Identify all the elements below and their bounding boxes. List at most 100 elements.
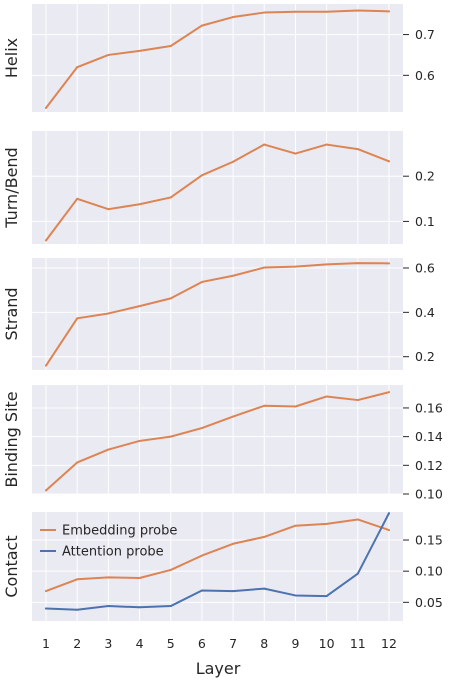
data-point [169, 297, 172, 300]
y-tick-label: 0.4 [415, 305, 435, 320]
y-tick-label: 0.05 [415, 595, 443, 610]
x-tick-label: 10 [319, 636, 335, 651]
data-point [138, 577, 141, 580]
data-point [45, 364, 48, 367]
plot-area [32, 4, 403, 112]
series-line [45, 262, 390, 367]
data-point [325, 395, 328, 398]
data-point [325, 522, 328, 525]
plot-area [32, 512, 403, 621]
chart-panel: 0.6 0.7 Helix [2, 4, 435, 112]
y-tick-label: 0.14 [415, 429, 443, 444]
data-point [294, 10, 297, 13]
data-point [200, 280, 203, 283]
data-point [45, 106, 48, 109]
chart-panel: 0.10 0.12 0.14 0.16 Binding Site [2, 385, 443, 502]
series-line [45, 512, 390, 611]
data-point [232, 590, 235, 593]
chart-panel: 0.2 0.4 0.6 Strand [2, 258, 435, 370]
y-axis-label: Strand [2, 287, 21, 340]
x-tick-label: 6 [198, 636, 206, 651]
data-point [232, 16, 235, 19]
data-point [169, 44, 172, 47]
data-point [232, 160, 235, 163]
x-tick-label: 2 [73, 636, 81, 651]
data-point [232, 274, 235, 277]
series-line [45, 518, 390, 593]
data-point [294, 524, 297, 527]
data-point [325, 143, 328, 146]
data-point [387, 262, 390, 265]
plot-area [32, 258, 403, 370]
data-point [107, 576, 110, 579]
data-point [169, 196, 172, 199]
data-point [45, 489, 48, 492]
y-axis-label: Binding Site [2, 391, 21, 487]
data-point [294, 405, 297, 408]
data-point [263, 11, 266, 14]
data-point [387, 160, 390, 163]
y-tick-label: 0.1 [415, 214, 435, 229]
data-point [356, 148, 359, 151]
data-point [356, 399, 359, 402]
data-point [200, 554, 203, 557]
data-point [138, 606, 141, 609]
chart-panels: 0.6 0.7 Helix 0.1 0.2 Turn/Bend 0.2 0.4 0.6 Stran… [2, 4, 443, 651]
x-tick-label: 8 [260, 636, 268, 651]
data-point [294, 152, 297, 155]
data-point [356, 262, 359, 265]
y-tick-label: 0.2 [415, 349, 435, 364]
x-tick-label: 3 [104, 636, 112, 651]
data-point [107, 208, 110, 211]
data-point [325, 595, 328, 598]
y-tick-label: 0.16 [415, 400, 443, 415]
data-point [45, 239, 48, 242]
data-point [138, 203, 141, 206]
data-point [76, 461, 79, 464]
y-axis-label: Contact [2, 535, 21, 597]
data-point [107, 53, 110, 56]
legend: Embedding probe Attention probe [40, 524, 177, 560]
data-point [169, 605, 172, 608]
data-point [294, 594, 297, 597]
data-point [45, 590, 48, 593]
legend-label: Attention probe [62, 545, 164, 560]
data-point [263, 587, 266, 590]
data-point [387, 529, 390, 532]
x-tick-label: 11 [350, 636, 366, 651]
data-point [294, 265, 297, 268]
data-point [325, 263, 328, 266]
data-point [107, 312, 110, 315]
data-point [356, 518, 359, 521]
series-line [45, 9, 390, 109]
y-tick-label: 0.15 [415, 533, 443, 548]
data-point [387, 10, 390, 13]
data-point [200, 24, 203, 27]
y-tick-label: 0.6 [415, 68, 435, 83]
data-point [107, 448, 110, 451]
x-tick-label: 12 [381, 636, 397, 651]
data-point [169, 568, 172, 571]
y-tick-label: 0.6 [415, 260, 435, 275]
data-point [138, 305, 141, 308]
data-point [387, 512, 390, 515]
data-point [263, 535, 266, 538]
y-tick-label: 0.2 [415, 169, 435, 184]
x-tick-label: 1 [42, 636, 50, 651]
x-tick-label: 5 [167, 636, 175, 651]
chart-panel: 0.05 0.10 0.15 Contact Embedding probe Attent… [2, 512, 443, 651]
data-point [200, 589, 203, 592]
data-point [356, 572, 359, 575]
data-point [263, 404, 266, 407]
data-point [76, 66, 79, 69]
x-tick-label: 4 [136, 636, 144, 651]
x-tick-label: 7 [229, 636, 237, 651]
data-point [76, 608, 79, 611]
data-point [138, 49, 141, 52]
data-point [45, 607, 48, 610]
x-axis-label: Layer [196, 659, 241, 678]
data-point [138, 439, 141, 442]
y-tick-label: 0.10 [415, 564, 443, 579]
plot-area [32, 131, 403, 244]
